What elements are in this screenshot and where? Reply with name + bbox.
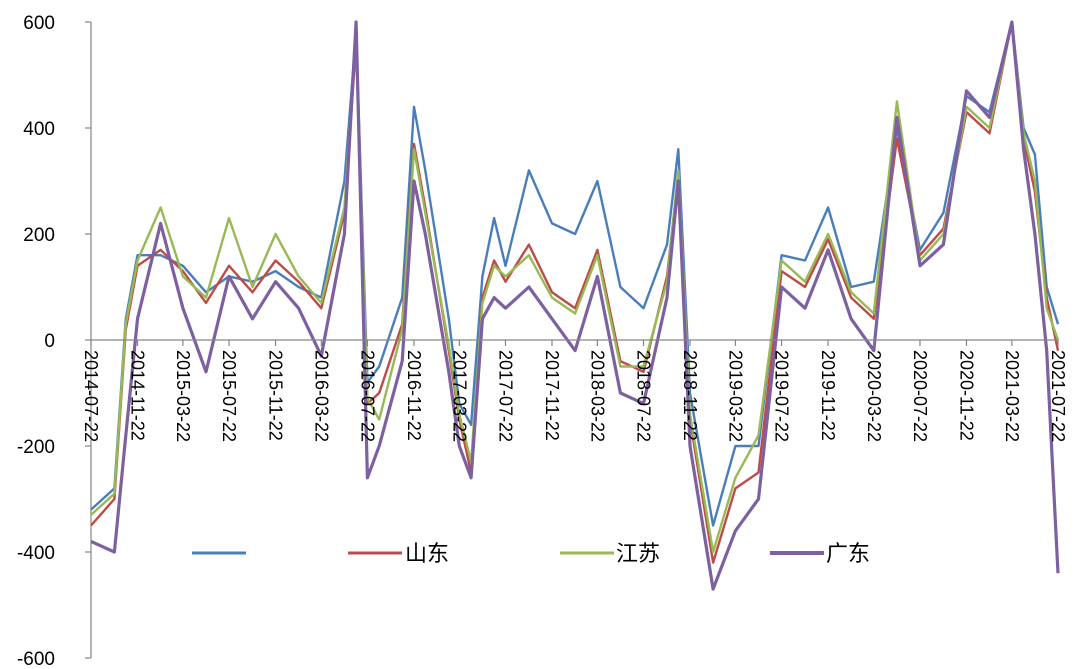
x-tick-label: 2018-07-22: [634, 350, 654, 442]
x-tick-label: 2017-03-22: [449, 350, 469, 442]
y-tick-label: -200: [17, 437, 55, 458]
legend-label: 江苏: [616, 542, 660, 567]
x-tick-label: 2016-11-22: [404, 350, 424, 441]
x-tick-label: 2015-07-22: [219, 350, 239, 442]
legend-label: 广东: [826, 542, 870, 567]
x-tick-label: 2018-03-22: [587, 350, 607, 442]
x-tick-label: 2016-03-22: [311, 350, 331, 442]
series-line-3: [90, 20, 1060, 591]
x-tick-label: 2016-07-22: [357, 350, 377, 442]
y-tick-label: -600: [17, 649, 55, 669]
x-tick-label: 2014-11-22: [128, 350, 148, 441]
y-axis: -600 -400 -200 0 200 400 600: [17, 13, 92, 669]
x-tick-label: 2019-11-22: [818, 350, 838, 441]
series-line-2: [90, 20, 1060, 554]
series-lines: [90, 20, 1060, 591]
x-tick-label: 2019-03-22: [725, 350, 745, 442]
y-tick-label: 600: [23, 13, 55, 34]
legend-label: 山东: [405, 542, 449, 567]
y-tick-label: 400: [23, 119, 55, 140]
x-tick-label: 2017-07-22: [495, 350, 515, 442]
x-tick-label: 2021-07-22: [1048, 350, 1068, 442]
x-tick-label: 2019-07-22: [772, 350, 792, 442]
x-tick-label: 2020-07-22: [910, 350, 930, 442]
x-axis: 2014-07-22 2014-11-22 2015-03-22 2015-07-22…: [81, 339, 1068, 442]
y-tick-label: -400: [17, 543, 55, 564]
legend: 山东 江苏 广东: [192, 542, 870, 567]
x-tick-label: 2020-11-22: [956, 350, 976, 441]
x-tick-label: 2017-11-22: [542, 350, 562, 441]
x-tick-label: 2021-03-22: [1002, 350, 1022, 442]
y-tick-label: 200: [23, 225, 55, 246]
x-tick-label: 2015-11-22: [266, 350, 286, 441]
x-tick-label: 2015-03-22: [173, 350, 193, 442]
x-tick-label: 2014-07-22: [81, 350, 101, 442]
y-tick-label: 0: [44, 331, 55, 352]
x-tick-label: 2018-11-22: [680, 350, 700, 441]
x-tick-label: 2020-03-22: [864, 350, 884, 442]
